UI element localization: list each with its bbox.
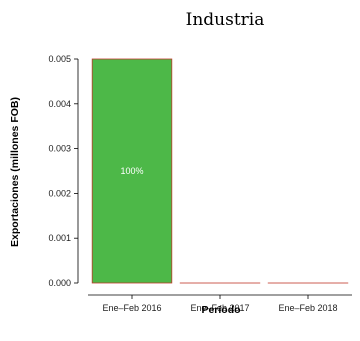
y-tick-label: 0.000 [48,278,71,288]
plot-area: 0.000 0.001 0.002 0.003 0.004 0.005 Ene–Feb 20… [48,54,352,313]
y-tick-label: 0.003 [48,144,71,154]
x-axis-title: Período [201,304,240,316]
x-tick-label: Ene–Feb 2018 [278,303,337,313]
bar-data-label: 100% [120,166,143,176]
y-tick-label: 0.002 [48,188,71,198]
y-axis-title: Exportaciones (millones FOB) [9,97,21,247]
y-tick-label: 0.001 [48,233,71,243]
y-tick-label: 0.005 [48,54,71,64]
x-tick-label: Ene–Feb 2016 [102,303,161,313]
x-tick-label: Ene–Feb 2017 [190,303,249,313]
y-tick-label: 0.004 [48,99,71,109]
chart-title: Industria [186,10,265,30]
bar [91,58,173,284]
